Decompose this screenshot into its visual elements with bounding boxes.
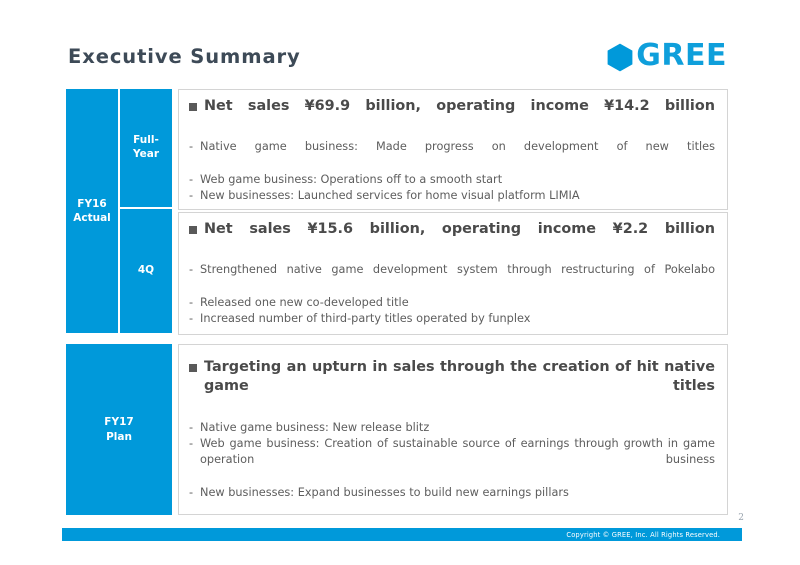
list-item-text: Web game business: Creation of sustainab… — [200, 437, 715, 467]
headline-fy16-4q: Net sales ¥15.6 billion, operating incom… — [189, 220, 715, 259]
dash-marker: - — [189, 437, 194, 451]
row-label-fy17-plan: FY17 Plan — [66, 344, 172, 515]
hexagon-icon — [607, 43, 633, 72]
slide-header: Executive Summary GREE — [0, 0, 800, 88]
dash-marker: - — [189, 140, 194, 154]
dash-marker: - — [189, 189, 194, 203]
block-fy16-actual: FY16 Actual Full- Year 4Q Net sales ¥69.… — [66, 89, 728, 335]
sub-label-full-year-line-2: Year — [132, 148, 160, 160]
list-item: - New businesses: Launched services for … — [189, 188, 715, 204]
list-item-text: Native game business: Made progress on d… — [200, 140, 715, 154]
sub-label-full-year: Full- Year — [120, 89, 172, 207]
headline-fy17-plan: Targeting an upturn in sales through the… — [189, 358, 715, 417]
content-column-fy17: Targeting an upturn in sales through the… — [178, 344, 728, 515]
row-label-line-2: Plan — [106, 430, 132, 443]
row-label-line-2: Actual — [73, 212, 111, 224]
bullet-list-fy16-4q: - Strengthened native game development s… — [189, 262, 715, 327]
sub-label-full-year-line-1: Full- — [133, 134, 159, 147]
sub-label-4q: 4Q — [120, 209, 172, 333]
dash-marker: - — [189, 312, 194, 326]
sub-label-column-fy16: Full- Year 4Q — [120, 89, 172, 333]
list-item: - Released one new co-developed title — [189, 295, 715, 311]
list-item: - Native game business: New release blit… — [189, 420, 715, 436]
copyright-text: Copyright © GREE, Inc. All Rights Reserv… — [566, 530, 720, 539]
square-bullet-icon — [189, 103, 197, 111]
headline-text: Net sales ¥15.6 billion, operating incom… — [204, 221, 715, 237]
sub-label-4q-text: 4Q — [137, 264, 155, 277]
list-item: - Native game business: Made progress on… — [189, 139, 715, 172]
dash-marker: - — [189, 173, 194, 186]
headline-text: Net sales ¥69.9 billion, operating incom… — [204, 98, 715, 114]
block-fy17-plan: FY17 Plan Targeting an upturn in sales t… — [66, 344, 728, 515]
page-title: Executive Summary — [68, 45, 301, 68]
list-item-text: New businesses: Expand businesses to bui… — [200, 486, 569, 499]
list-item: - New businesses: Expand businesses to b… — [189, 485, 715, 501]
square-bullet-icon — [189, 363, 197, 372]
list-item: - Increased number of third-party titles… — [189, 311, 715, 327]
list-item: - Web game business: Creation of sustain… — [189, 436, 715, 485]
content-column-fy16: Net sales ¥69.9 billion, operating incom… — [178, 89, 728, 335]
row-label-line-1: FY16 — [77, 197, 107, 210]
dash-marker: - — [189, 486, 194, 499]
list-item-text: Web game business: Operations off to a s… — [200, 173, 503, 186]
list-item-text: Released one new co-developed title — [200, 296, 409, 309]
square-bullet-icon — [189, 226, 197, 234]
panel-fy16-4q: Net sales ¥15.6 billion, operating incom… — [178, 212, 728, 335]
panel-fy16-full-year: Net sales ¥69.9 billion, operating incom… — [178, 89, 728, 210]
list-item-text: Native game business: New release blitz — [200, 420, 430, 434]
list-item-text: New businesses: Launched services for ho… — [200, 189, 580, 203]
bullet-list-fy17-plan: - Native game business: New release blit… — [189, 420, 715, 501]
dash-marker: - — [189, 420, 194, 434]
headline-text: Targeting an upturn in sales through the… — [204, 358, 715, 395]
list-item-text: Strengthened native game development sys… — [200, 263, 715, 277]
footer-bar: Copyright © GREE, Inc. All Rights Reserv… — [62, 528, 742, 541]
list-item: - Strengthened native game development s… — [189, 262, 715, 295]
gree-logo: GREE — [607, 38, 727, 73]
row-label-fy16-actual: FY16 Actual — [66, 89, 118, 333]
list-item: - Web game business: Operations off to a… — [189, 172, 715, 188]
dash-marker: - — [189, 263, 194, 277]
bullet-list-fy16-full-year: - Native game business: Made progress on… — [189, 139, 715, 204]
list-item-text: Increased number of third-party titles o… — [200, 312, 531, 326]
gree-wordmark: GREE — [636, 38, 727, 73]
headline-fy16-full-year: Net sales ¥69.9 billion, operating incom… — [189, 97, 715, 136]
dash-marker: - — [189, 296, 194, 309]
row-label-line-1: FY17 — [104, 416, 134, 429]
page-number: 2 — [738, 513, 744, 523]
panel-fy17-plan: Targeting an upturn in sales through the… — [178, 344, 728, 515]
